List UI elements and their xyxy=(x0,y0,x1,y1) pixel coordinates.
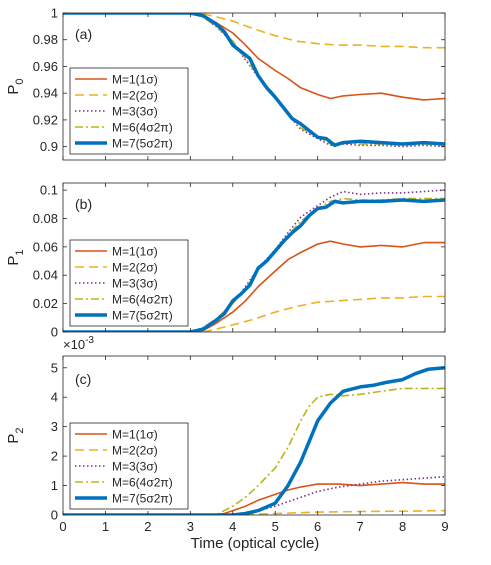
y-tick-label: 3 xyxy=(51,419,58,434)
series-line-m6 xyxy=(63,387,445,515)
x-tick-label: 4 xyxy=(229,519,236,534)
legend-entry: M=3(3σ) xyxy=(112,460,158,474)
series-line-m1 xyxy=(63,481,445,515)
series-line-m3 xyxy=(63,189,445,332)
legend-entry: M=3(3σ) xyxy=(112,105,158,119)
legend-entry: M=1(1σ) xyxy=(112,428,158,442)
legend-box xyxy=(69,239,189,327)
series-group xyxy=(63,189,445,332)
y-tick-label: 0.96 xyxy=(33,59,58,74)
series-line-m3 xyxy=(63,475,445,515)
legend-entry: M=1(1σ) xyxy=(112,73,158,87)
series-line-m7 xyxy=(63,366,445,515)
axes-frame xyxy=(62,182,446,333)
y-axis-label-main: P xyxy=(5,85,22,95)
x-tick-label: 0 xyxy=(59,519,66,534)
panel-label: (b) xyxy=(75,196,92,212)
x-tick-label: 5 xyxy=(272,519,279,534)
panel-2: 00.020.040.060.080.1P1(b)M=1(1σ)M=2(2σ)M… xyxy=(5,182,446,340)
x-tick-label: 2 xyxy=(144,519,151,534)
series-line-m7 xyxy=(63,13,445,148)
legend-entry: M=6(4σ2π) xyxy=(112,121,173,135)
y-scale-multiplier: ×10-3 xyxy=(63,335,94,352)
y-tick-label: 0.9 xyxy=(40,139,58,154)
series-line-m2 xyxy=(63,295,445,332)
y-tick-label: 0.1 xyxy=(40,183,58,198)
y-axis-label-sub: 0 xyxy=(14,78,26,84)
y-tick-label: 1 xyxy=(51,6,58,21)
y-axis-label-sub: 2 xyxy=(14,427,26,433)
axes-frame xyxy=(62,12,446,161)
y-tick-label: 0.08 xyxy=(33,211,58,226)
y-tick-label: 4 xyxy=(51,390,58,405)
x-axis-label: Time (optical cycle) xyxy=(191,535,320,552)
series-line-m7 xyxy=(63,198,445,332)
y-scale-base: ×10 xyxy=(63,337,85,352)
y-tick-label: 0.06 xyxy=(33,239,58,254)
legend-entry: M=2(2σ) xyxy=(112,261,158,275)
panel-label: (c) xyxy=(75,371,91,387)
x-tick-label: 8 xyxy=(399,519,406,534)
legend-box xyxy=(69,67,189,155)
legend-entry: M=1(1σ) xyxy=(112,245,158,259)
y-axis-label-main: P xyxy=(5,256,22,266)
y-axis-label: P0 xyxy=(5,78,26,94)
panel-3: 0 1 2 3 4 5 6 7 8 9012345P2×10-3(c)M=1(1σ)M=2(2σ)… xyxy=(5,335,449,534)
y-tick-label: 0.04 xyxy=(33,268,58,283)
legend: M=1(1σ) M=2(2σ) M=3(3σ) M=6(4σ2π) M=7(5σ2π) xyxy=(69,422,189,510)
x-tick-label: 6 xyxy=(314,519,321,534)
y-axis-label-sub: 1 xyxy=(14,249,26,255)
y-tick-label: 2 xyxy=(51,449,58,464)
x-tick-label: 3 xyxy=(187,519,194,534)
y-tick-label: 0.92 xyxy=(33,112,58,127)
legend: M=1(1σ) M=2(2σ) M=3(3σ) M=6(4σ2π) M=7(5σ2π) xyxy=(69,67,189,155)
y-scale-exponent: -3 xyxy=(85,335,94,346)
legend-entry: M=6(4σ2π) xyxy=(112,293,173,307)
legend-entry: M=7(5σ2π) xyxy=(112,492,173,506)
x-tick-label: 7 xyxy=(356,519,363,534)
y-axis-label-main: P xyxy=(5,434,22,444)
axes-frame xyxy=(62,355,446,516)
y-axis-label: P2 xyxy=(5,427,26,443)
y-tick-label: 0 xyxy=(51,325,58,340)
legend-entry: M=3(3σ) xyxy=(112,277,158,291)
y-tick-label: 5 xyxy=(51,360,58,375)
y-axis-label: P1 xyxy=(5,249,26,265)
series-line-m1 xyxy=(63,240,445,332)
y-tick-label: 0.98 xyxy=(33,32,58,47)
legend-entry: M=2(2σ) xyxy=(112,89,158,103)
y-tick-label: 1 xyxy=(51,478,58,493)
series-line-m6 xyxy=(63,197,445,332)
y-tick-label: 0 xyxy=(51,508,58,523)
y-tick-label: 0.02 xyxy=(33,296,58,311)
legend-entry: M=2(2σ) xyxy=(112,444,158,458)
legend: M=1(1σ) M=2(2σ) M=3(3σ) M=6(4σ2π) M=7(5σ2π) xyxy=(69,239,189,327)
legend-entry: M=7(5σ2π) xyxy=(112,309,173,323)
legend-box xyxy=(69,422,189,510)
panel-1: 0.90.920.940.960.981P0(a)M=1(1σ)M=2(2σ)M… xyxy=(5,6,446,161)
y-tick-label: 0.94 xyxy=(33,86,58,101)
legend-entry: M=6(4σ2π) xyxy=(112,476,173,490)
panel-label: (a) xyxy=(75,26,92,42)
x-tick-label: 1 xyxy=(102,519,109,534)
x-tick-label: 9 xyxy=(441,519,448,534)
series-group xyxy=(63,13,445,148)
series-line-m2 xyxy=(63,13,445,49)
legend-entry: M=7(5σ2π) xyxy=(112,137,173,151)
